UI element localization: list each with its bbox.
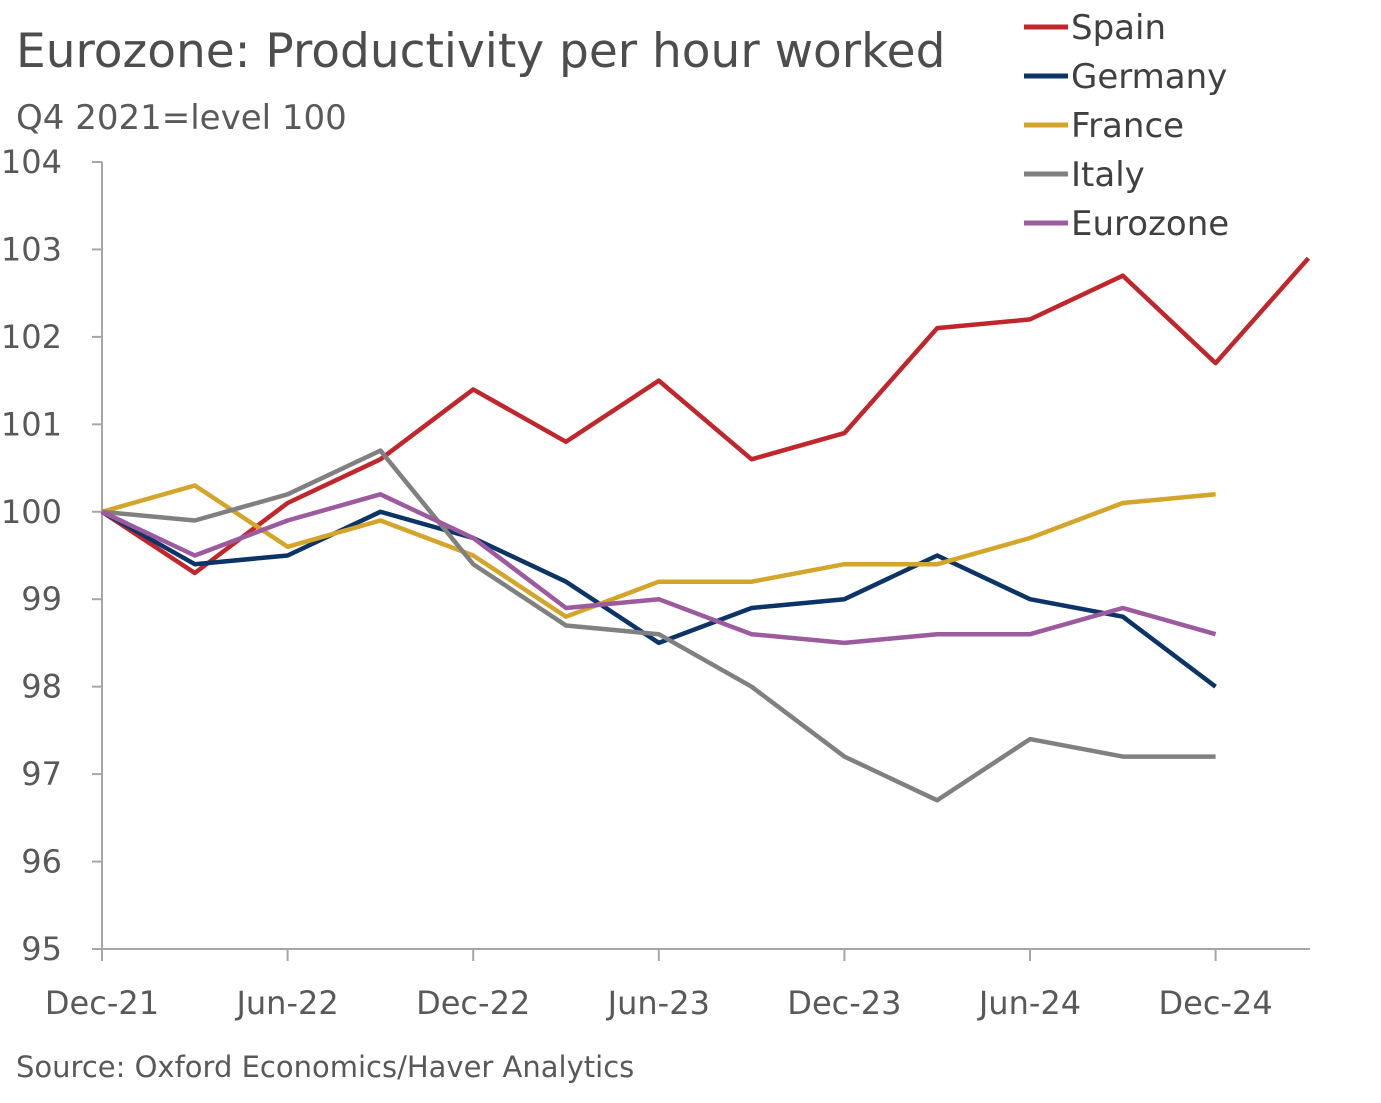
- x-tick-label: Dec-21: [45, 984, 159, 1022]
- series-line-france: [101, 483, 1216, 619]
- x-tick-label: Dec-23: [787, 984, 901, 1022]
- y-tick-label: 99: [21, 580, 62, 618]
- legend-item-spain: Spain: [1024, 8, 1166, 48]
- legend-item-germany: Germany: [1024, 57, 1227, 97]
- legend-item-eurozone: Eurozone: [1024, 204, 1229, 244]
- x-axis-ticks: Dec-21 Jun-22 Dec-22 Jun-23 Dec-23 Jun-24 Dec-…: [45, 949, 1273, 1022]
- legend-label: France: [1071, 106, 1184, 146]
- x-tick-label: Jun-24: [977, 984, 1081, 1022]
- y-tick-label: 101: [1, 405, 62, 443]
- x-tick-label: Dec-22: [416, 984, 530, 1022]
- y-tick-label: 96: [21, 843, 62, 881]
- series-line-eurozone: [101, 492, 1217, 646]
- chart-subtitle: Q4 2021=level 100: [16, 98, 347, 138]
- y-tick-label: 97: [21, 755, 62, 793]
- legend: Spain Germany France Italy Eurozone: [1024, 8, 1229, 244]
- chart-axes: [101, 162, 1310, 950]
- x-tick-label: Dec-24: [1159, 984, 1273, 1022]
- y-axis-ticks: 95 96 97 98 99 100 101 102 103 104: [1, 143, 102, 968]
- legend-label: Spain: [1071, 8, 1166, 48]
- x-tick-label: Jun-23: [606, 984, 710, 1022]
- legend-item-france: France: [1024, 106, 1184, 146]
- series-line-germany: [100, 509, 1217, 689]
- y-tick-label: 95: [21, 930, 62, 968]
- chart-title: Eurozone: Productivity per hour worked: [16, 24, 946, 79]
- source-note: Source: Oxford Economics/Haver Analytics: [16, 1050, 635, 1084]
- series-lines: [100, 256, 1311, 803]
- y-tick-label: 100: [1, 493, 62, 531]
- y-tick-label: 98: [21, 668, 62, 706]
- x-tick-label: Jun-22: [234, 984, 338, 1022]
- legend-label: Italy: [1071, 155, 1145, 195]
- y-tick-label: 103: [1, 230, 62, 268]
- series-line-spain: [100, 256, 1311, 576]
- legend-item-italy: Italy: [1024, 155, 1145, 195]
- legend-label: Germany: [1071, 57, 1227, 97]
- legend-label: Eurozone: [1071, 204, 1229, 244]
- y-tick-label: 102: [1, 318, 62, 356]
- series-line-italy: [101, 448, 1216, 803]
- y-tick-label: 104: [1, 143, 62, 181]
